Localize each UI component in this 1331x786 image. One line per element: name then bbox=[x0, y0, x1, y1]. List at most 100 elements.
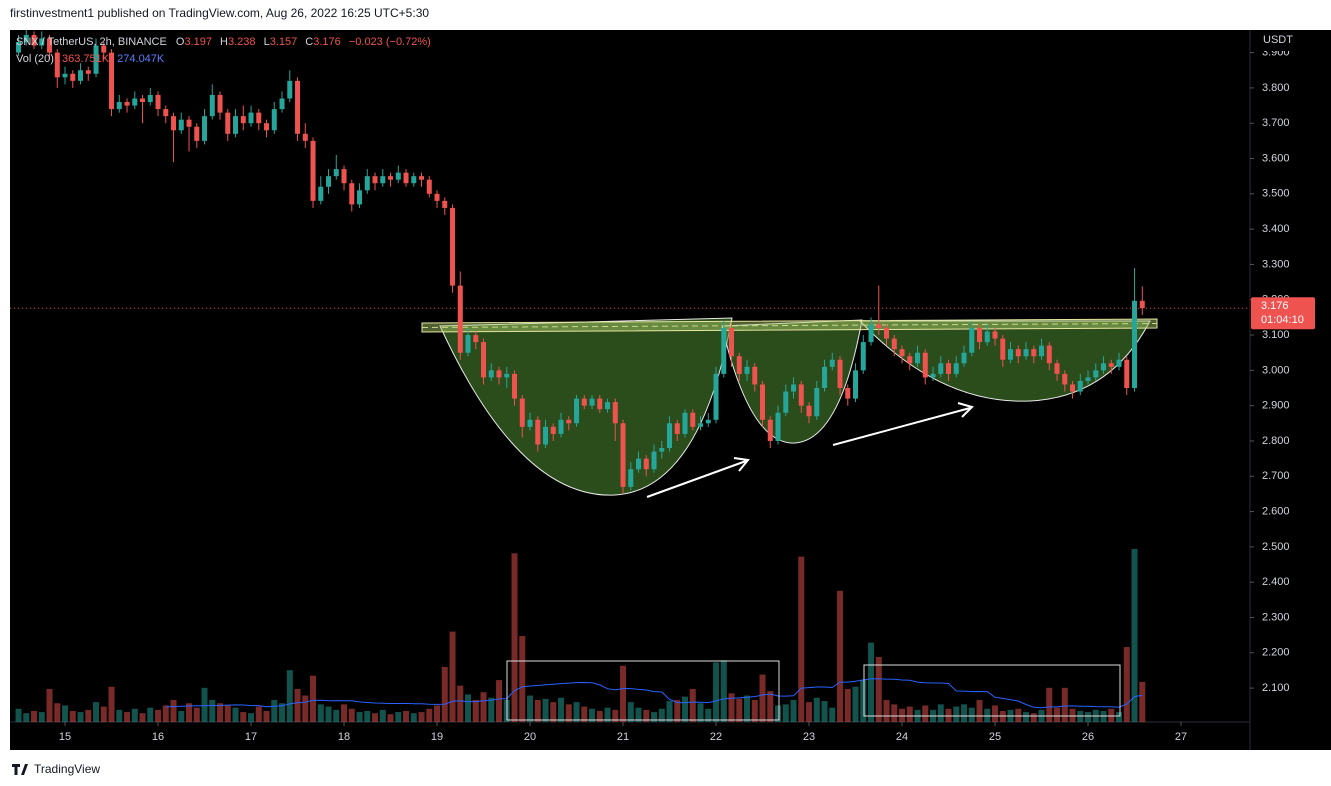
volume-bar bbox=[480, 692, 487, 722]
candle-body bbox=[953, 363, 959, 374]
volume-bar bbox=[255, 706, 262, 722]
volume-name: Vol (20) bbox=[16, 53, 54, 65]
volume-bar bbox=[1046, 687, 1053, 722]
x-tick-label: 24 bbox=[896, 731, 908, 743]
y-tick-label: 2.200 bbox=[1262, 647, 1290, 659]
candle-body bbox=[837, 359, 843, 389]
candle-body bbox=[969, 327, 975, 353]
volume-bar bbox=[689, 688, 696, 722]
open-value: 3.197 bbox=[184, 36, 212, 48]
candle-body bbox=[884, 327, 890, 339]
volume-bar bbox=[767, 691, 774, 722]
y-tick-label: 2.300 bbox=[1262, 611, 1290, 623]
candle-body bbox=[682, 412, 688, 434]
candle-body bbox=[519, 398, 525, 427]
candle-body bbox=[767, 419, 773, 441]
volume-bar bbox=[116, 709, 123, 722]
candle-body bbox=[109, 52, 115, 110]
volume-bar bbox=[976, 699, 983, 722]
volume-bar bbox=[868, 642, 875, 722]
candle-body bbox=[1101, 363, 1107, 371]
volume-bar bbox=[674, 699, 681, 722]
candle-body bbox=[93, 45, 99, 74]
volume-bar bbox=[1069, 708, 1076, 722]
volume-bar bbox=[124, 712, 131, 722]
candle-body bbox=[186, 119, 192, 127]
volume-bar bbox=[286, 670, 293, 722]
candle-body bbox=[426, 179, 432, 194]
volume-bar bbox=[1061, 687, 1068, 722]
volume-bar bbox=[23, 713, 30, 722]
candle-body bbox=[450, 207, 456, 286]
volume-bar bbox=[217, 703, 224, 722]
candle-body bbox=[915, 352, 921, 364]
candle-body bbox=[674, 423, 680, 434]
candle-body bbox=[341, 169, 347, 184]
cup-shape bbox=[858, 320, 1151, 402]
arrow bbox=[832, 407, 971, 446]
volume-bar bbox=[155, 709, 162, 722]
candle-body bbox=[1062, 373, 1068, 385]
x-tick-label: 27 bbox=[1175, 731, 1187, 743]
volume-bar bbox=[744, 695, 751, 722]
volume-bar bbox=[899, 708, 906, 722]
y-tick-label: 3.700 bbox=[1262, 117, 1290, 129]
volume-bar bbox=[782, 704, 789, 722]
candle-body bbox=[364, 176, 370, 191]
candle-body bbox=[667, 423, 673, 449]
volume-bar bbox=[751, 699, 758, 722]
volume-bar bbox=[1123, 647, 1130, 722]
candle-body bbox=[310, 140, 316, 201]
candle-body bbox=[411, 176, 417, 184]
candle-body bbox=[636, 458, 642, 470]
candle-body bbox=[233, 116, 239, 134]
volume-bar bbox=[387, 714, 394, 722]
volume-layer bbox=[15, 548, 1146, 722]
footer-bar bbox=[0, 750, 1331, 786]
candle-body bbox=[659, 448, 665, 452]
candle-body bbox=[380, 176, 386, 184]
volume-bar bbox=[589, 708, 596, 722]
volume-bar bbox=[651, 712, 658, 722]
high-label: H bbox=[220, 36, 228, 48]
candle-body bbox=[194, 126, 200, 141]
x-tick-label: 26 bbox=[1082, 731, 1094, 743]
x-tick-label: 17 bbox=[245, 731, 257, 743]
unit-bg bbox=[1251, 31, 1331, 51]
candle-body bbox=[54, 52, 60, 78]
high-value: 3.238 bbox=[228, 36, 256, 48]
volume-bar bbox=[100, 706, 107, 722]
candle-body bbox=[217, 94, 223, 113]
close-label: C bbox=[305, 36, 313, 48]
volume-bar bbox=[263, 710, 270, 722]
candle-body bbox=[775, 412, 781, 441]
volume-bar bbox=[372, 713, 379, 722]
candle-body bbox=[457, 285, 463, 353]
volume-bar bbox=[821, 701, 828, 722]
candle-body bbox=[171, 116, 177, 131]
volume-bar bbox=[310, 675, 317, 722]
candle-body bbox=[209, 94, 215, 117]
candle-body bbox=[868, 324, 874, 343]
volume-bar bbox=[1085, 712, 1092, 722]
candle-body bbox=[729, 327, 735, 357]
candle-body bbox=[16, 42, 22, 53]
volume-bar bbox=[635, 707, 642, 722]
volume-bar bbox=[131, 708, 138, 722]
candle-body bbox=[256, 112, 262, 124]
candle-body bbox=[1008, 349, 1014, 360]
volume-bar bbox=[341, 704, 348, 722]
candle-body bbox=[248, 112, 254, 124]
volume-bar bbox=[519, 635, 526, 722]
candle-body bbox=[806, 405, 812, 417]
volume-bar bbox=[705, 708, 712, 722]
volume-ma-value: 274.047K bbox=[117, 53, 165, 65]
candle-body bbox=[1093, 370, 1099, 378]
volume-bar bbox=[844, 688, 851, 722]
legend-line: SNX / TetherUS, 2h, BINANCE O3.197 H3.23… bbox=[16, 36, 431, 48]
volume-bar bbox=[1023, 712, 1030, 722]
volume-bar bbox=[891, 704, 898, 722]
y-tick-label: 3.000 bbox=[1262, 364, 1290, 376]
